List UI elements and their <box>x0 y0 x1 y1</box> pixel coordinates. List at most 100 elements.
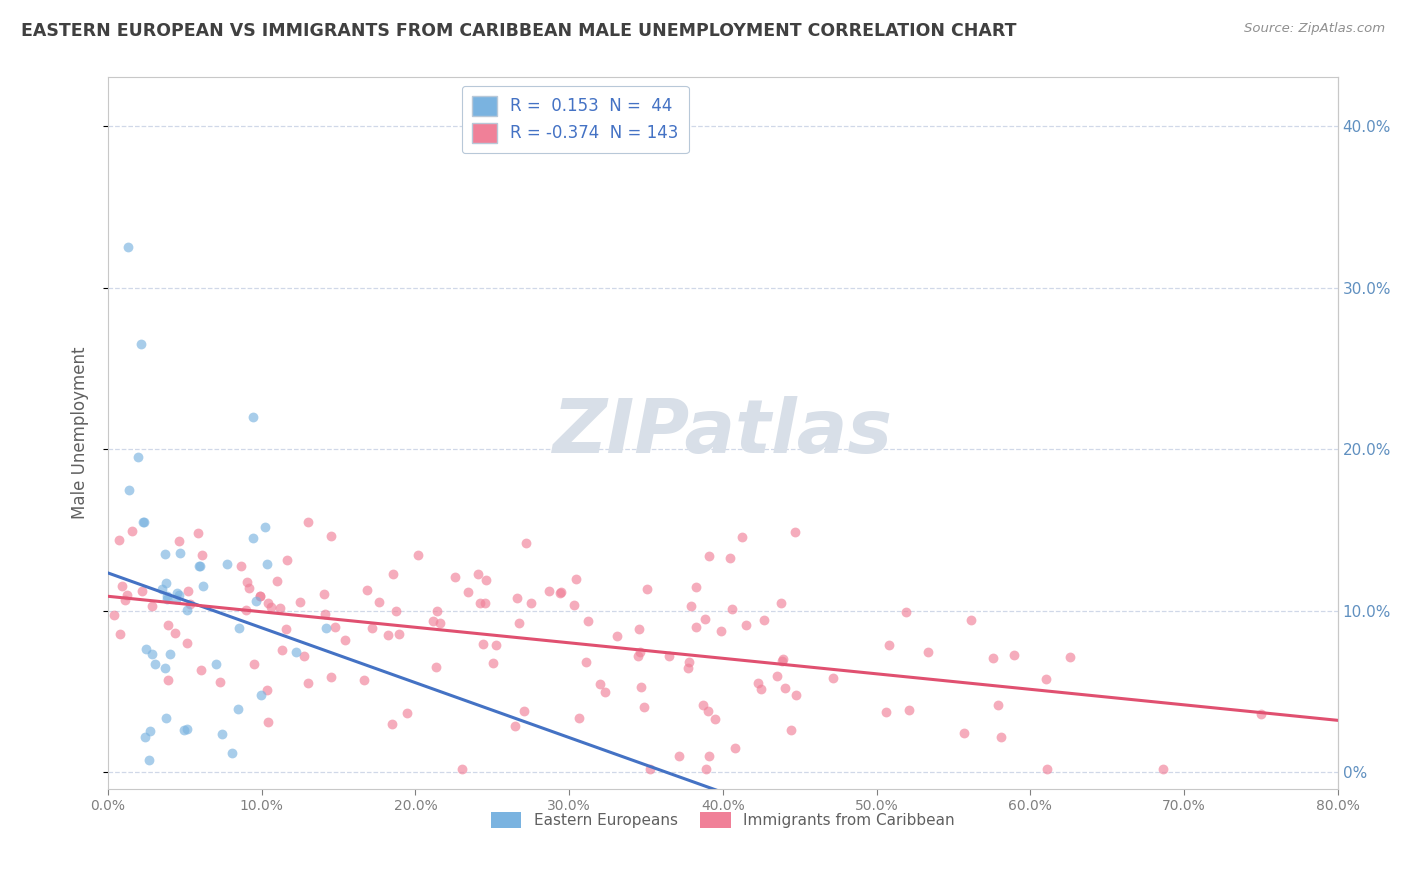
Point <box>256 682 278 697</box>
Point <box>131 584 153 599</box>
Point <box>981 651 1004 665</box>
Point <box>406 548 429 562</box>
Point <box>917 644 939 658</box>
Point <box>103 608 125 623</box>
Point <box>236 574 259 589</box>
Point <box>167 534 190 549</box>
Point <box>628 645 651 659</box>
Point <box>250 688 273 702</box>
Point <box>953 726 976 740</box>
Point <box>235 603 257 617</box>
Point <box>692 698 714 713</box>
Point <box>685 620 707 634</box>
Point <box>211 727 233 741</box>
Point <box>276 553 298 567</box>
Point <box>353 673 375 688</box>
Point <box>697 549 720 563</box>
Point <box>877 638 900 652</box>
Point <box>568 711 591 725</box>
Point <box>188 558 211 573</box>
Point <box>139 724 162 739</box>
Point <box>467 567 489 582</box>
Point <box>457 585 479 599</box>
Point <box>898 703 921 717</box>
Point <box>425 660 447 674</box>
Point <box>633 700 655 714</box>
Point <box>695 612 717 626</box>
Point <box>451 762 474 776</box>
Point <box>772 652 794 666</box>
Point <box>314 607 336 621</box>
Point <box>176 723 198 737</box>
Point <box>173 723 195 737</box>
Point <box>249 589 271 603</box>
Point <box>783 524 806 539</box>
Point <box>132 515 155 529</box>
Point <box>121 524 143 538</box>
Point <box>176 602 198 616</box>
Point <box>254 519 277 533</box>
Point <box>325 620 347 634</box>
Point <box>721 601 744 615</box>
Point <box>335 632 357 647</box>
Point <box>132 515 155 529</box>
Point <box>169 589 191 603</box>
Legend: Eastern Europeans, Immigrants from Caribbean: Eastern Europeans, Immigrants from Carib… <box>485 806 960 834</box>
Point <box>780 723 803 738</box>
Point <box>155 590 177 604</box>
Point <box>228 621 250 635</box>
Point <box>292 648 315 663</box>
Point <box>134 731 156 745</box>
Point <box>513 704 536 718</box>
Point <box>685 580 707 594</box>
Point <box>157 673 180 687</box>
Point <box>361 622 384 636</box>
Point <box>256 558 278 572</box>
Point <box>217 557 239 571</box>
Point <box>150 582 173 596</box>
Point <box>260 599 283 614</box>
Point <box>155 711 177 725</box>
Point <box>821 671 844 685</box>
Point <box>274 622 297 636</box>
Point <box>1152 762 1174 776</box>
Point <box>444 569 467 583</box>
Point <box>731 530 754 544</box>
Point <box>1250 706 1272 721</box>
Point <box>668 748 690 763</box>
Point <box>426 603 449 617</box>
Point <box>785 688 807 702</box>
Point <box>269 601 291 615</box>
Point <box>290 595 312 609</box>
Point <box>177 584 200 599</box>
Point <box>537 583 560 598</box>
Point <box>1059 649 1081 664</box>
Point <box>169 546 191 560</box>
Point <box>520 596 543 610</box>
Point <box>734 618 756 632</box>
Point <box>503 719 526 733</box>
Point <box>297 515 319 529</box>
Point <box>627 622 650 636</box>
Point <box>658 648 681 663</box>
Point <box>703 712 725 726</box>
Point <box>231 559 253 574</box>
Point <box>135 642 157 657</box>
Point <box>697 748 720 763</box>
Point <box>155 575 177 590</box>
Text: Source: ZipAtlas.com: Source: ZipAtlas.com <box>1244 22 1385 36</box>
Point <box>242 410 264 425</box>
Point <box>508 615 530 630</box>
Point <box>270 643 292 657</box>
Point <box>156 592 179 607</box>
Point <box>485 639 508 653</box>
Point <box>395 706 418 721</box>
Point <box>749 681 772 696</box>
Point <box>153 661 176 675</box>
Point <box>108 533 131 547</box>
Point <box>718 550 741 565</box>
Point <box>321 670 343 684</box>
Point <box>697 704 720 718</box>
Point <box>111 578 134 592</box>
Point <box>472 637 495 651</box>
